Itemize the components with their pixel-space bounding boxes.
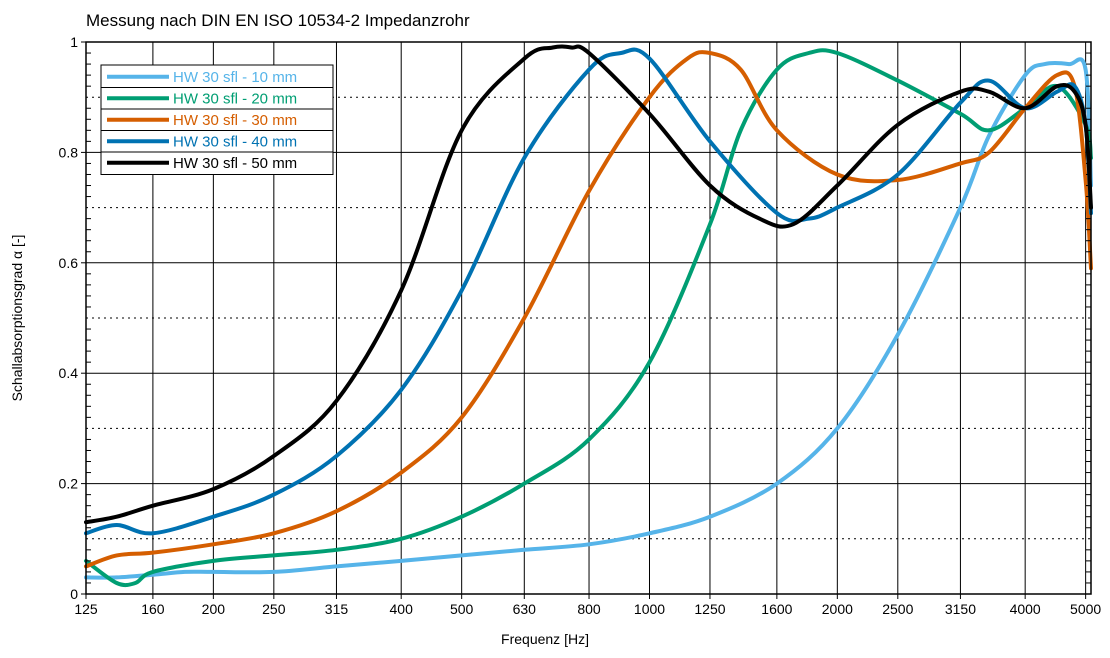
legend-label-4: HW 30 sfl - 40 mm	[173, 133, 297, 150]
y-tick-label: 0.4	[59, 365, 79, 381]
legend-label-2: HW 30 sfl - 20 mm	[173, 90, 297, 107]
series-line-2	[84, 48, 1093, 588]
y-tick-label: 0.8	[59, 144, 79, 160]
legend-label-1: HW 30 sfl - 10 mm	[173, 69, 297, 86]
series-line-3	[84, 50, 1093, 569]
legend-box	[100, 64, 334, 175]
legend: HW 30 sfl - 10 mm HW 30 sfl - 20 mm HW 30 …	[100, 64, 334, 175]
x-tick-label: 125	[74, 601, 98, 617]
y-tick-label: 0.2	[59, 476, 79, 492]
x-axis-ticks: 125 160 200 250 315 400 500 630 800 1000 1250 1600 2…	[74, 594, 1101, 617]
legend-label-5: HW 30 sfl - 50 mm	[173, 155, 297, 172]
y-axis-label: Schallabsorptionsgrad α [-]	[9, 235, 25, 402]
x-tick-label: 400	[390, 601, 414, 617]
x-tick-label: 630	[513, 601, 537, 617]
series-line-5	[84, 44, 1093, 525]
legend-label-3: HW 30 sfl - 30 mm	[173, 112, 297, 129]
chart-title: Messung nach DIN EN ISO 10534-2 Impedanz…	[86, 11, 470, 30]
x-tick-label: 5000	[1070, 601, 1101, 617]
x-tick-label: 1000	[634, 601, 665, 617]
x-tick-label: 200	[202, 601, 226, 617]
x-tick-label: 500	[450, 601, 474, 617]
series-line-1	[84, 57, 1093, 580]
x-tick-label: 250	[262, 601, 286, 617]
x-tick-label: 1600	[761, 601, 792, 617]
y-tick-label: 1	[70, 34, 78, 50]
x-tick-label: 1250	[694, 601, 725, 617]
x-tick-label: 800	[577, 601, 601, 617]
x-tick-label: 315	[325, 601, 349, 617]
x-tick-label: 2000	[822, 601, 853, 617]
plot-frame	[85, 41, 1092, 595]
y-axis-ticks: 0 0.2 0.4 0.6 0.8 1	[59, 34, 1091, 602]
x-axis-label: Frequenz [Hz]	[501, 631, 589, 647]
x-tick-label: 2500	[882, 601, 913, 617]
x-tick-label: 3150	[945, 601, 976, 617]
series-lines	[84, 44, 1093, 588]
y-tick-label: 0	[70, 586, 78, 602]
x-tick-label: 160	[141, 601, 165, 617]
y-tick-label: 0.6	[59, 255, 79, 271]
x-tick-label: 4000	[1010, 601, 1041, 617]
